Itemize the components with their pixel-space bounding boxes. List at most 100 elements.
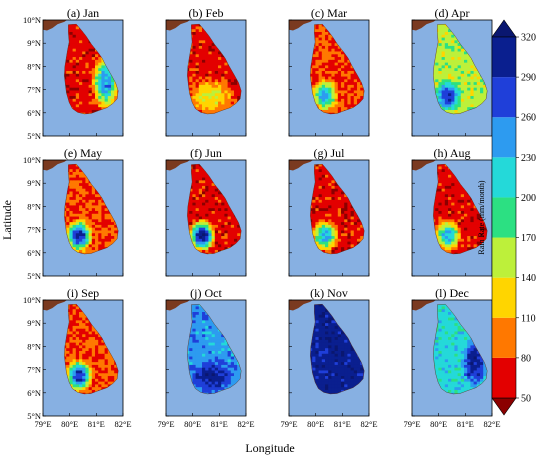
panel-title: (b) Feb: [189, 6, 224, 20]
rain-cell: [85, 62, 89, 66]
rain-cell: [192, 224, 196, 228]
rain-cell: [79, 65, 83, 69]
rain-cell: [476, 218, 481, 223]
rain-cell: [433, 213, 436, 217]
rain-cell: [464, 56, 468, 60]
rain-cell: [189, 210, 193, 214]
rain-cell: [312, 188, 316, 192]
rain-cell: [315, 56, 319, 60]
rain-cell: [344, 196, 348, 200]
rain-cell: [341, 56, 345, 60]
rain-cell: [208, 230, 212, 234]
rain-cell: [334, 182, 339, 186]
rain-cell: [88, 78, 93, 83]
rain-cell: [202, 78, 206, 83]
rain-cell: [227, 95, 232, 99]
rain-cell: [75, 70, 80, 74]
rain-cell: [438, 95, 442, 99]
rain-cell: [198, 232, 203, 237]
rain-cell: [82, 243, 86, 248]
rain-cell: [460, 90, 465, 94]
rain-cell: [95, 210, 99, 214]
rain-cell: [205, 185, 209, 189]
rain-cell: [441, 98, 446, 102]
rain-cell: [72, 67, 77, 71]
rain-cell: [211, 218, 216, 223]
rain-cell: [464, 53, 468, 58]
rain-cell: [195, 230, 200, 234]
rain-cell: [331, 98, 335, 102]
rain-cell: [318, 216, 323, 220]
rain-cell: [221, 65, 225, 69]
rain-cell: [457, 207, 462, 211]
rain-cell: [198, 39, 203, 44]
rain-cell: [473, 227, 478, 231]
rain-cell: [441, 81, 446, 85]
rain-cell: [315, 65, 319, 69]
rain-cell: [64, 81, 67, 85]
rain-cell: [337, 243, 342, 248]
rain-cell: [208, 98, 212, 102]
rain-cell: [221, 224, 225, 228]
rain-cell: [88, 59, 93, 63]
rain-cell: [318, 235, 323, 239]
rain-cell: [198, 42, 203, 46]
rain-cell: [221, 106, 225, 110]
rain-cell: [111, 224, 115, 228]
rain-cell: [328, 182, 332, 186]
rain-cell: [202, 109, 206, 113]
rain-cell: [464, 232, 468, 237]
rain-cell: [72, 182, 77, 186]
rain-cell: [189, 59, 193, 63]
rain-cell: [75, 34, 80, 38]
rain-cell: [66, 51, 70, 55]
rain-cell: [95, 243, 99, 248]
rain-cell: [114, 84, 118, 88]
rain-cell: [107, 221, 112, 225]
rain-cell: [189, 92, 193, 97]
rain-cell: [454, 76, 458, 80]
rain-cell: [237, 227, 241, 231]
rain-cell: [321, 199, 326, 203]
rain-cell: [454, 230, 458, 234]
rain-cell: [224, 70, 228, 74]
rain-cell: [88, 90, 93, 94]
rain-cell: [214, 87, 219, 91]
rain-cell: [312, 48, 316, 52]
rain-cell: [104, 98, 109, 102]
rain-cell: [344, 224, 348, 228]
rain-cell: [218, 243, 222, 248]
rain-cell: [438, 179, 442, 184]
rain-cell: [202, 246, 206, 250]
rain-cell: [460, 196, 465, 200]
rain-cell: [454, 59, 458, 63]
island-outline: [310, 23, 365, 115]
rain-cell: [69, 179, 73, 184]
rain-cell: [476, 81, 481, 85]
rain-cell: [75, 213, 80, 217]
rain-cell: [347, 224, 351, 228]
rain-cell: [69, 166, 73, 170]
rain-cell: [79, 213, 83, 217]
rain-cell: [72, 28, 77, 32]
rain-cell: [448, 34, 452, 38]
rain-cell: [328, 98, 332, 102]
rain-cell: [202, 168, 206, 172]
rain-cell: [218, 95, 222, 99]
rain-cell: [344, 78, 348, 83]
rain-cell: [315, 230, 319, 234]
rain-cell: [214, 188, 219, 192]
rain-cell: [448, 103, 452, 108]
rain-cell: [107, 213, 112, 217]
rain-cell: [69, 224, 73, 228]
rain-cell: [66, 62, 70, 66]
rain-cell: [454, 53, 458, 58]
rain-cell: [192, 53, 196, 58]
rain-cell: [451, 235, 455, 239]
rain-cell: [98, 81, 102, 85]
rain-cell: [451, 98, 455, 102]
rain-cell: [195, 224, 200, 228]
rain-cell: [454, 221, 458, 225]
rain-cell: [75, 109, 80, 113]
